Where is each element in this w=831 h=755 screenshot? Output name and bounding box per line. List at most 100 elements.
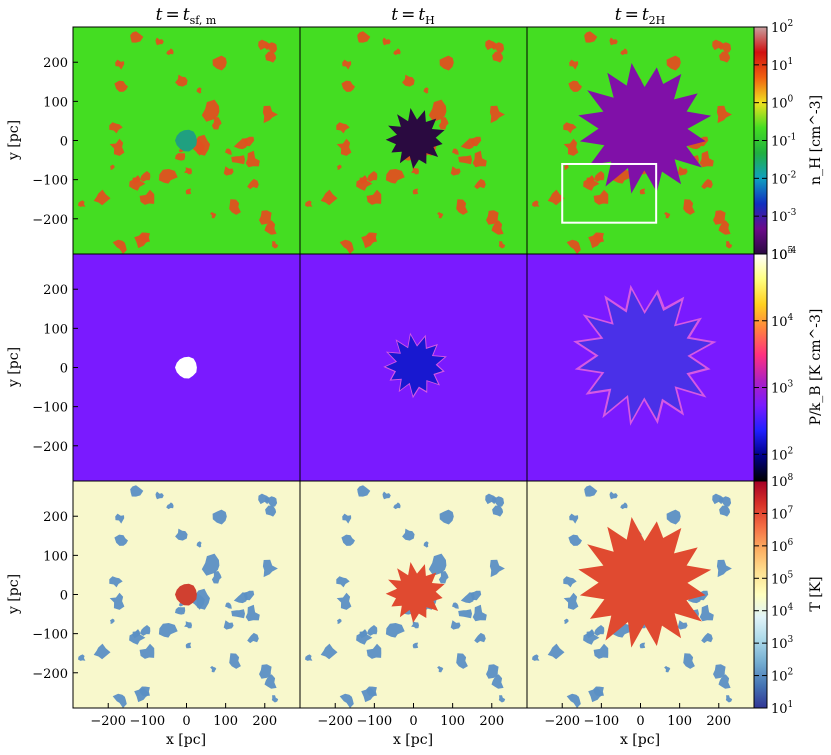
gas-clump [486,210,499,225]
gas-clump [593,171,605,182]
x-axis-label-3: x [pc] [620,732,660,748]
gas-clump [547,643,565,660]
gas-clump [366,625,378,636]
gas-clump [412,188,419,195]
gas-clump [264,220,277,235]
gas-clump [666,509,681,525]
gas-clump [112,239,127,254]
gas-clump [210,666,217,673]
gas-clump [494,42,505,53]
y-tick-label: 0 [60,135,68,150]
gas-clump [713,664,726,679]
gas-clump [109,576,123,588]
y-axis-label-row3: y [pc] [6,574,22,615]
gas-clump [320,643,338,660]
gas-clump [439,55,454,71]
gas-clump [247,178,259,190]
gas-clump [320,189,338,206]
gas-clump [716,559,732,578]
gas-clump [719,505,731,517]
gas-clump [718,674,731,689]
y-tick-label: 100 [43,95,68,110]
gas-clump [564,164,569,171]
gas-clump [258,493,270,505]
x-axis-label-1: x [pc] [166,732,206,748]
gas-clump [361,234,377,249]
gas-clump [129,175,146,191]
y-tick-label: 200 [43,283,68,298]
colorbar-tick-label: 102 [771,446,793,463]
gas-clump [155,37,164,46]
colorbar-tick-label: 103 [771,635,794,652]
gas-clump [382,491,391,500]
gas-clump [267,42,278,53]
gas-clump [212,509,227,525]
x-tick-label: −200 [90,714,126,729]
column-title-2: t = tH [391,5,435,27]
gas-clump [563,592,579,610]
gas-clump [452,148,459,155]
x-tick-label: −200 [317,714,353,729]
gas-clump [184,621,192,629]
gas-clump [115,513,125,524]
gas-clump [474,178,486,190]
gas-clump [337,618,342,625]
superbubble [385,335,445,396]
gas-clump [231,155,245,165]
colorbar-tick-label: 108 [771,473,794,490]
panel-grid [72,26,755,709]
gas-clump [265,505,277,517]
gas-clump [78,654,86,661]
gas-clump [210,212,217,219]
gas-clump [115,59,125,70]
gas-clump [139,189,155,205]
gas-clump [428,99,447,122]
gas-clump [437,212,444,219]
x-axis-label-2: x [pc] [393,732,433,748]
gas-clump [196,87,202,94]
gas-clump [699,150,714,168]
gas-clump [664,666,671,673]
gas-clump [356,629,373,645]
gas-clump [267,496,278,507]
gas-clump [341,80,355,92]
gas-clump [305,654,313,661]
gas-clump [158,169,178,184]
gas-clump [114,534,128,546]
gas-clump [460,592,475,604]
x-tick-label: 100 [667,714,692,729]
gas-clump [175,153,186,161]
colorbar-tick-label: 103 [771,380,794,397]
gas-clump [341,534,355,546]
y-tick-label: 200 [43,56,68,71]
gas-clump [563,576,577,588]
gas-clump [718,220,731,235]
gas-clump [93,189,111,206]
gas-clump [725,695,733,703]
colorbar-tick-label: 104 [771,313,794,330]
gas-clump [583,629,600,645]
colorbar-tick-label: 10-3 [771,208,797,225]
gas-clump [336,138,352,156]
gas-clump [112,693,127,708]
y-tick-label: −100 [32,174,68,189]
gas-clump [583,175,600,191]
gas-clump [713,210,726,225]
gas-clump [593,189,609,205]
gas-clump [701,632,713,644]
panel-r1-c3 [526,26,755,255]
column-title-3: t = t2H [615,5,666,27]
gas-clump [712,493,724,505]
superbubble [385,562,445,623]
gas-clump [498,241,506,249]
gas-clump [437,666,444,673]
gas-clump [439,509,454,525]
gas-clump [109,122,123,134]
x-tick-label: −100 [357,714,393,729]
panel-r1-c1 [72,26,301,255]
gas-clump [175,74,188,87]
gas-clump [593,643,609,659]
gas-clump [223,620,234,630]
gas-clump [725,241,733,249]
